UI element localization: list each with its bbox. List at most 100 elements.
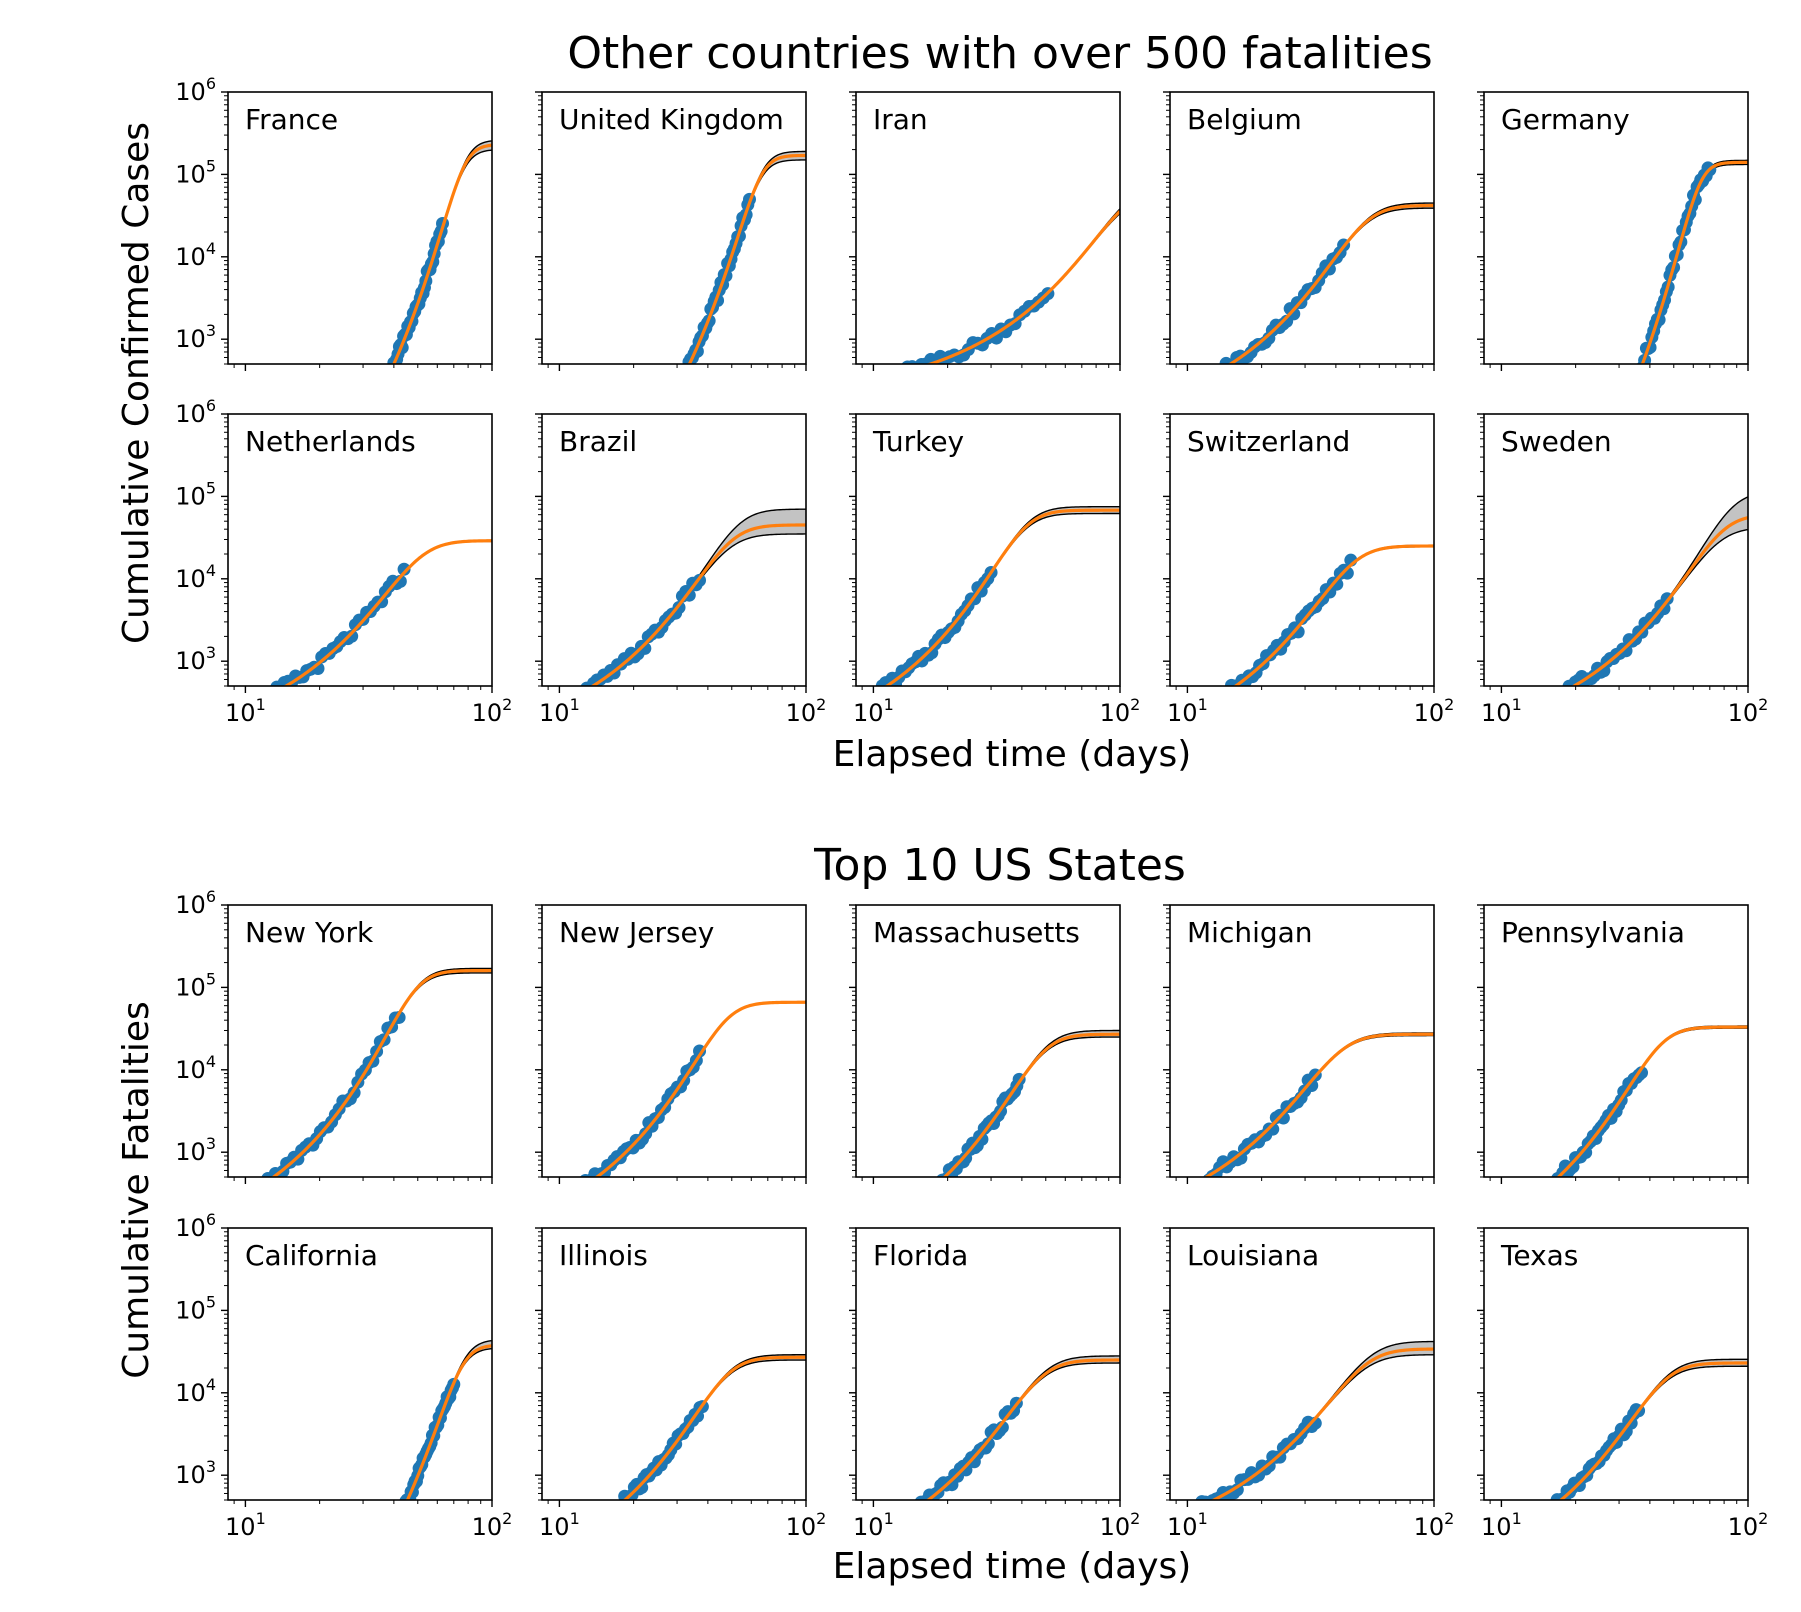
fit-curve <box>1210 1347 1434 1500</box>
plot-area-turkey <box>875 505 1120 686</box>
band-upper-edge <box>928 208 1120 364</box>
panel-label-sweden: Sweden <box>1501 425 1612 458</box>
fit-curve <box>1556 1025 1748 1177</box>
panel-label-illinois: Illinois <box>559 1239 648 1272</box>
data-point <box>1287 307 1301 321</box>
band-lower-edge <box>595 1002 806 1177</box>
uncertainty-band <box>597 1001 806 1177</box>
fit-curve <box>392 143 492 364</box>
x-tick-label: 102 <box>1414 695 1455 727</box>
plot-area-pennsylvania <box>1551 1025 1748 1177</box>
band-upper-edge <box>1572 496 1748 686</box>
panel-frame <box>1483 904 1749 1178</box>
x-tick-label: 102 <box>472 695 513 727</box>
y-tick-label: 105 <box>175 969 216 1001</box>
data-point <box>1619 644 1633 658</box>
band-upper-edge <box>1641 159 1748 364</box>
y-tick-label: 106 <box>175 887 216 919</box>
x-tick-label: 102 <box>1728 1509 1769 1541</box>
y-tick-label: 106 <box>175 74 216 106</box>
plot-area-germany <box>1637 159 1748 364</box>
plot-area-michigan <box>1203 1032 1434 1177</box>
panel-belgium: Belgium <box>1163 91 1435 371</box>
data-point <box>995 1420 1009 1434</box>
plot-area-belgium <box>1219 202 1434 364</box>
x-tick-label: 102 <box>786 1509 827 1541</box>
panel-massachusetts: Massachusetts <box>849 904 1121 1184</box>
x-tick-label: 102 <box>1100 695 1141 727</box>
panel-frame <box>855 904 1121 1178</box>
plot-area-florida <box>914 1355 1120 1500</box>
y-tick-label: 103 <box>175 1457 216 1489</box>
panel-iran: Iran <box>849 91 1121 371</box>
y-tick-label: 104 <box>175 1375 216 1407</box>
y-tick-label: 103 <box>175 1134 216 1166</box>
y-tick-label: 104 <box>175 1052 216 1084</box>
fit-curve <box>1570 516 1748 686</box>
panel-label-michigan: Michigan <box>1187 916 1313 949</box>
panel-frame <box>1169 413 1435 687</box>
plot-area-netherlands <box>270 539 492 686</box>
x-tick-label: 101 <box>853 1509 894 1541</box>
x-tick-label: 101 <box>539 695 580 727</box>
fit-curve <box>1227 203 1434 364</box>
section-title-us-states: Top 10 US States <box>813 840 1186 891</box>
x-tick-label: 101 <box>1481 1509 1522 1541</box>
uncertainty-band <box>1558 1026 1748 1177</box>
band-upper-edge <box>688 150 806 364</box>
panel-frame <box>1483 413 1749 687</box>
x-tick-label: 101 <box>225 695 266 727</box>
panel-label-new-york: New York <box>245 916 374 949</box>
plot-area-new-jersey <box>579 1000 806 1177</box>
x-axis-label-states: Elapsed time (days) <box>833 1546 1192 1587</box>
panel-louisiana: 101 102 Louisiana <box>1163 1227 1455 1541</box>
panel-florida: 101 102 Florida <box>849 1227 1140 1541</box>
panel-new-jersey: New Jersey <box>535 904 807 1184</box>
fit-curve <box>925 1358 1120 1500</box>
panel-label-iran: Iran <box>873 103 928 136</box>
panel-label-new-jersey: New Jersey <box>559 916 714 949</box>
fit-curve <box>1203 1032 1434 1177</box>
panel-label-france: France <box>245 103 338 136</box>
band-lower-edge <box>406 1347 492 1500</box>
panel-illinois: 101 102 Illinois <box>535 1227 827 1541</box>
panel-label-texas: Texas <box>1500 1239 1578 1272</box>
fit-curve <box>622 1355 806 1500</box>
x-tick-label: 102 <box>1414 1509 1455 1541</box>
band-lower-edge <box>688 159 806 364</box>
panel-new-york: 103 104 105 106 New York <box>175 887 493 1184</box>
panel-frame <box>541 413 807 687</box>
plot-area-louisiana <box>1195 1340 1434 1500</box>
panel-frame <box>1483 1227 1749 1501</box>
panel-label-turkey: Turkey <box>872 425 964 458</box>
data-point <box>975 1132 989 1146</box>
panel-united-kingdom: United Kingdom <box>535 91 807 371</box>
x-tick-label: 102 <box>1728 695 1769 727</box>
panel-frame <box>855 413 1121 687</box>
panel-frame <box>227 1227 493 1501</box>
uncertainty-band <box>1561 1359 1748 1500</box>
panel-germany: Germany <box>1477 91 1749 371</box>
panel-label-massachusetts: Massachusetts <box>873 916 1080 949</box>
y-tick-label: 104 <box>175 561 216 593</box>
panel-turkey: 101 102 Turkey <box>849 413 1141 727</box>
y-tick-label: 105 <box>175 156 216 188</box>
panel-label-switzerland: Switzerland <box>1187 425 1350 458</box>
plot-area-texas <box>1550 1358 1748 1500</box>
panel-netherlands: 103 104 105 106 101 102 Netherlands <box>175 396 512 727</box>
panel-california: 103 104 105 106 101 102 California <box>175 1210 513 1541</box>
panel-france: 103 104 105 106 France <box>175 74 493 371</box>
plot-area-sweden <box>1562 496 1748 686</box>
data-point <box>345 629 359 643</box>
band-upper-edge <box>1560 1358 1748 1500</box>
fit-curve <box>270 968 492 1177</box>
x-tick-label: 102 <box>472 1509 513 1541</box>
panel-label-netherlands: Netherlands <box>245 425 416 458</box>
panel-texas: 101 102 Texas <box>1477 1227 1769 1541</box>
plot-area-united-kingdom <box>682 150 806 364</box>
uncertainty-band <box>407 1340 492 1500</box>
plot-area-california <box>399 1339 492 1500</box>
panel-michigan: Michigan <box>1163 904 1435 1184</box>
uncertainty-band <box>1573 496 1748 686</box>
